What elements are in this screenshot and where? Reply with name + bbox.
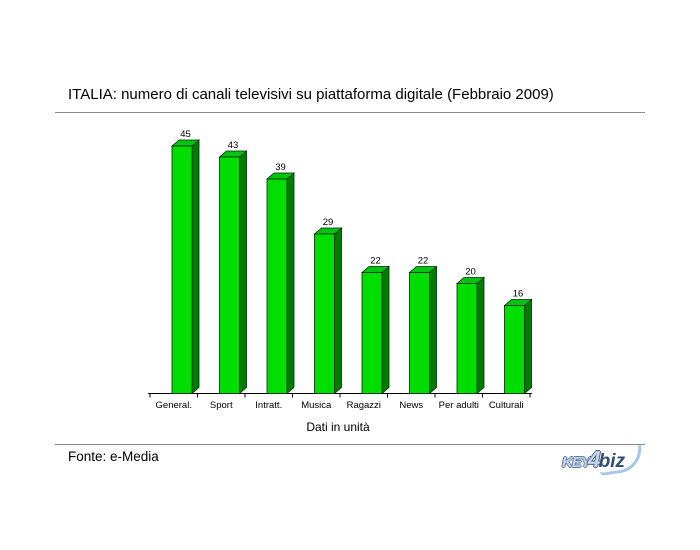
chart-title: ITALIA: numero di canali televisivi su p… [68,86,554,103]
bar-side-face [191,139,200,395]
bar-value-label: 45 [180,129,191,140]
bar-side-face [334,227,342,395]
bar [171,145,193,394]
bar-value-label: 16 [513,289,524,300]
logo-four-text: 4 [587,446,601,472]
source-text: Fonte: e-Media [68,449,159,464]
bar-side-face [239,150,247,395]
category-label: Per adulti [439,400,479,411]
category-label: Ragazzi [347,400,381,411]
category-label: General. [156,400,192,411]
bar [219,156,240,394]
bar-value-label: 29 [323,217,334,228]
bar [266,178,288,394]
bar-value-label: 22 [370,256,381,267]
category-label: Musica [301,400,332,411]
bar-value-label: 43 [228,140,239,151]
bar-side-face [286,172,295,395]
bottom-divider-line [55,444,645,445]
bar-side-face [476,276,485,395]
bar-value-label: 22 [418,256,429,267]
bar [361,272,383,394]
bar [314,233,335,394]
logo-biz-text: biz [598,451,626,472]
bar-value-label: 39 [275,162,286,173]
logo-key-text: KEY [562,454,591,471]
category-label: Sport [210,400,233,411]
x-axis-label: Dati in unità [306,420,370,434]
category-label: News [399,400,423,411]
bar [409,272,430,394]
bar-side-face [524,298,532,395]
bar-side-face [381,265,390,395]
bar [504,305,525,394]
key4biz-logo: KEY4biz [562,444,645,477]
category-label: Culturali [489,400,524,411]
top-divider-line [55,112,645,113]
category-label: Intratt. [255,400,282,411]
bar-value-label: 20 [465,267,476,278]
bar [456,283,478,394]
bar-side-face [429,265,437,395]
